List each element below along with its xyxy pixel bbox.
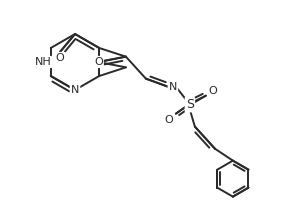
Text: N: N [71,85,79,95]
Text: O: O [208,86,217,96]
Text: NH: NH [34,57,51,67]
Text: N: N [169,82,177,92]
Text: O: O [94,57,103,67]
Text: O: O [164,115,173,125]
Text: S: S [186,98,194,111]
Text: O: O [56,53,64,63]
